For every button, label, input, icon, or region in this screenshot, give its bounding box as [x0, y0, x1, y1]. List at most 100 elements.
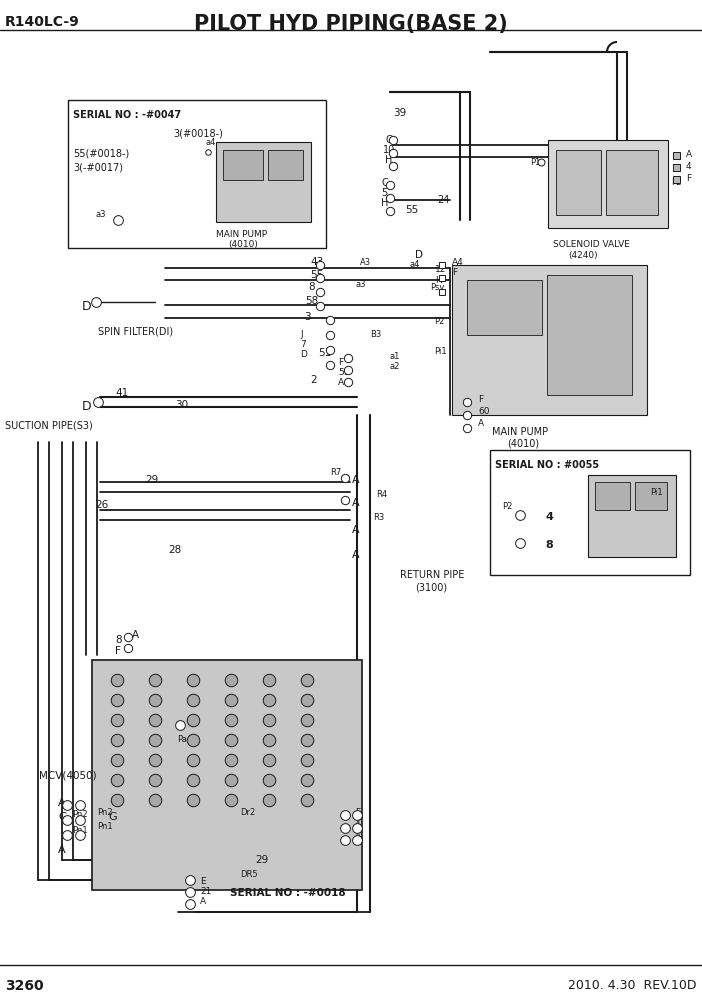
Text: 4: 4: [545, 512, 553, 522]
Text: A: A: [478, 419, 484, 428]
Text: 29: 29: [255, 855, 268, 865]
Text: a2: a2: [390, 362, 400, 371]
Text: Psv: Psv: [430, 283, 444, 292]
Text: Pi1: Pi1: [434, 347, 446, 356]
Bar: [673, 164, 680, 171]
Text: 24: 24: [437, 195, 449, 205]
Text: P2: P2: [671, 178, 682, 187]
Text: Pa4: Pa4: [177, 735, 192, 744]
Text: P2: P2: [434, 317, 444, 326]
Text: (4010): (4010): [228, 240, 258, 249]
Bar: [673, 152, 680, 159]
Bar: [556, 150, 601, 215]
Text: RETURN PIPE: RETURN PIPE: [400, 570, 465, 580]
Text: R3: R3: [373, 513, 384, 522]
Text: PILOT HYD PIPING(BASE 2): PILOT HYD PIPING(BASE 2): [194, 14, 508, 34]
Text: a1: a1: [390, 352, 400, 361]
Text: 4: 4: [355, 820, 361, 829]
Text: a3: a3: [96, 210, 107, 219]
Text: C: C: [385, 135, 392, 145]
Text: P1: P1: [530, 158, 541, 167]
Text: F: F: [355, 808, 360, 817]
Text: 3(#0018-): 3(#0018-): [173, 128, 223, 138]
Text: A: A: [338, 378, 344, 387]
Text: H: H: [435, 276, 442, 285]
Text: (4010): (4010): [507, 438, 539, 448]
Bar: [467, 280, 542, 335]
Text: D: D: [82, 300, 92, 313]
Text: F: F: [452, 268, 457, 277]
Text: 8: 8: [115, 635, 121, 645]
Text: A: A: [352, 475, 359, 485]
Text: (4240): (4240): [568, 251, 597, 260]
Text: 10: 10: [383, 145, 395, 155]
Bar: [223, 150, 263, 180]
Text: Pn1: Pn1: [97, 822, 112, 831]
Text: a3: a3: [356, 280, 366, 289]
Text: H: H: [381, 198, 388, 208]
Text: F: F: [478, 395, 483, 404]
Text: A: A: [352, 498, 359, 508]
Text: 55(#0018-): 55(#0018-): [73, 148, 129, 158]
Text: Pn2: Pn2: [72, 810, 88, 819]
Bar: [452, 265, 647, 415]
Text: A: A: [132, 630, 139, 640]
Text: 43: 43: [310, 257, 323, 267]
Text: Pn1: Pn1: [72, 826, 88, 835]
Text: Dr2: Dr2: [240, 808, 256, 817]
Text: A: A: [352, 550, 359, 560]
Bar: [588, 475, 676, 557]
Text: A: A: [686, 150, 692, 159]
Text: H: H: [385, 155, 392, 165]
Text: A: A: [58, 845, 65, 855]
Text: SUCTION PIPE(S3): SUCTION PIPE(S3): [5, 420, 93, 430]
Bar: [439, 262, 445, 268]
Text: a4: a4: [410, 260, 420, 269]
Text: D: D: [300, 350, 307, 359]
Text: A: A: [355, 832, 361, 841]
Text: 59: 59: [338, 368, 350, 377]
Text: J: J: [300, 330, 303, 339]
Text: E: E: [200, 877, 206, 886]
Bar: [92, 660, 362, 890]
Text: (3100): (3100): [415, 582, 447, 592]
Text: 41: 41: [115, 388, 128, 398]
Bar: [439, 275, 445, 281]
Text: P2: P2: [502, 502, 512, 511]
Text: D: D: [82, 400, 92, 413]
Bar: [439, 289, 445, 295]
Text: A: A: [352, 525, 359, 535]
Text: 12: 12: [435, 265, 446, 274]
Bar: [548, 140, 668, 228]
Text: 51: 51: [318, 348, 331, 358]
Text: G: G: [108, 812, 117, 822]
Text: 8: 8: [545, 540, 552, 550]
Text: SERIAL NO : -#0018: SERIAL NO : -#0018: [230, 888, 345, 898]
Bar: [547, 275, 632, 395]
Text: 3260: 3260: [5, 979, 44, 992]
Text: MCV(4050): MCV(4050): [39, 770, 97, 780]
Text: 3: 3: [304, 312, 310, 322]
Text: SERIAL NO : #0055: SERIAL NO : #0055: [495, 460, 599, 470]
Text: 4: 4: [686, 162, 691, 171]
Bar: [673, 176, 680, 183]
Text: A: A: [58, 798, 65, 808]
Bar: [68, 100, 326, 248]
Bar: [268, 150, 303, 180]
Bar: [635, 482, 667, 510]
Text: 55: 55: [310, 270, 323, 280]
Text: 30: 30: [175, 400, 188, 410]
Text: 2: 2: [310, 375, 317, 385]
Bar: [490, 450, 690, 575]
Bar: [595, 482, 630, 510]
Text: A: A: [200, 897, 206, 906]
Text: MAIN PUMP: MAIN PUMP: [492, 427, 548, 437]
Text: 26: 26: [95, 500, 108, 510]
Text: a4: a4: [206, 138, 216, 147]
Text: 21: 21: [200, 887, 211, 896]
Text: DR5: DR5: [240, 870, 258, 879]
Text: MAIN PUMP: MAIN PUMP: [216, 230, 267, 239]
Text: SERIAL NO : -#0047: SERIAL NO : -#0047: [73, 110, 181, 120]
Text: A3: A3: [360, 258, 371, 267]
Text: C: C: [381, 178, 388, 188]
